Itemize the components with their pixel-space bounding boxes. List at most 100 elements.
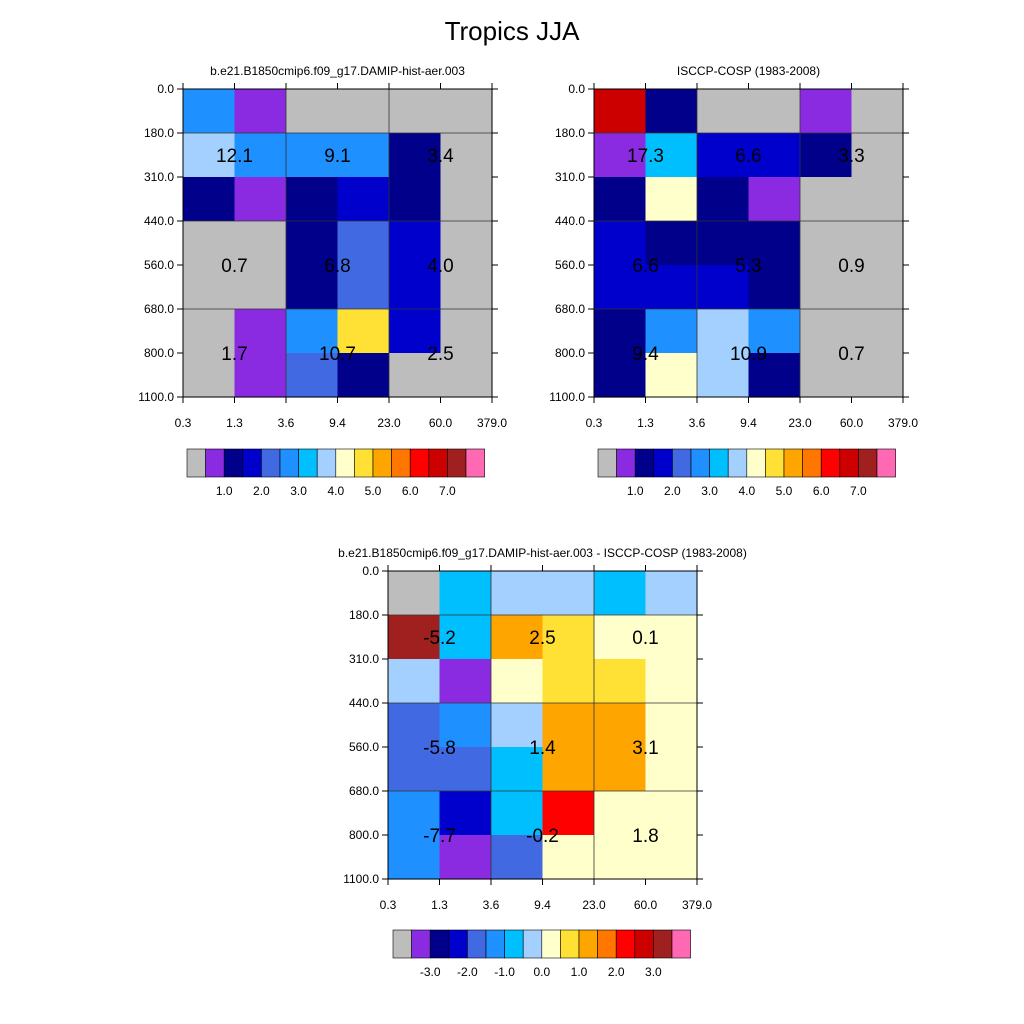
- heatmap-cell: [389, 89, 442, 134]
- box-value-label: 17.3: [627, 146, 664, 167]
- heatmap-cell: [491, 791, 544, 836]
- heatmap-cell: [697, 177, 750, 222]
- heatmap-cell: [594, 353, 647, 398]
- heatmap-cell: [286, 309, 339, 354]
- colorbar-label: 3.0: [645, 965, 662, 979]
- colorbar-label: 5.0: [365, 484, 382, 498]
- colorbar-swatch: [205, 448, 225, 478]
- colorbar-swatch: [242, 448, 262, 478]
- heatmap-cell: [234, 309, 287, 354]
- box-value-label: 2.5: [427, 344, 453, 365]
- colorbar-swatch: [746, 448, 766, 478]
- y-tick-label: 310.0: [349, 652, 379, 666]
- colorbar-label: 5.0: [776, 484, 793, 498]
- heatmap-cell: [645, 659, 698, 704]
- panel-title: b.e21.B1850cmip6.f09_g17.DAMIP-hist-aer.…: [338, 546, 747, 560]
- colorbar-swatch: [616, 448, 636, 478]
- colorbar-swatch: [279, 448, 299, 478]
- y-tick-label: 800.0: [144, 346, 174, 360]
- box-value-label: 6.8: [324, 256, 350, 277]
- colorbar-label: 2.0: [253, 484, 270, 498]
- heatmap-cell: [337, 89, 390, 134]
- heatmap-cell: [440, 133, 493, 178]
- heatmap-cell: [440, 89, 493, 134]
- heatmap-cell: [286, 353, 339, 398]
- y-tick-label: 0.0: [157, 82, 174, 96]
- colorbar-swatch: [765, 448, 785, 478]
- colorbar-swatch: [409, 448, 430, 478]
- box-value-label: 5.3: [735, 256, 761, 277]
- heatmap-cell: [234, 177, 287, 222]
- colorbar-label: 3.0: [701, 484, 718, 498]
- heatmap-cell: [440, 309, 493, 354]
- x-tick-label: 60.0: [429, 416, 453, 430]
- box-value-label: -0.2: [526, 826, 559, 847]
- x-tick-label: 9.4: [329, 416, 346, 430]
- heatmap-cell: [851, 133, 904, 178]
- colorbar-swatch: [186, 448, 206, 478]
- heatmap-cell: [183, 309, 236, 354]
- box-value-label: 0.7: [838, 344, 864, 365]
- colorbar-label: -1.0: [494, 965, 515, 979]
- heatmap-cell: [594, 747, 647, 792]
- heatmap-cell: [389, 309, 442, 354]
- colorbar-swatch: [560, 929, 580, 959]
- heatmap-cell: [337, 265, 390, 310]
- colorbar-swatch: [298, 448, 318, 478]
- heatmap-cell: [388, 571, 441, 616]
- colorbar-swatch: [783, 448, 803, 478]
- colorbar-swatch: [429, 929, 450, 959]
- colorbar-swatch: [653, 448, 673, 478]
- colorbar-label: 0.0: [533, 965, 550, 979]
- colorbar-swatch: [504, 929, 524, 959]
- box-value-label: 3.1: [632, 738, 658, 759]
- heatmap-cell: [440, 221, 493, 266]
- box-value-label: -5.2: [423, 628, 456, 649]
- heatmap-cell: [594, 265, 647, 310]
- y-tick-label: 800.0: [349, 828, 379, 842]
- heatmap-cell: [697, 265, 750, 310]
- colorbar-label: 6.0: [813, 484, 830, 498]
- heatmap-cell: [851, 177, 904, 222]
- colorbar-swatch: [802, 448, 822, 478]
- heatmap-cell: [594, 571, 647, 616]
- colorbar-swatch: [448, 929, 468, 959]
- colorbar-swatch: [372, 448, 392, 478]
- x-tick-label: 3.6: [278, 416, 295, 430]
- box-value-label: 3.4: [427, 146, 454, 167]
- box-value-label: 9.1: [324, 146, 350, 167]
- box-value-label: -7.7: [423, 826, 456, 847]
- heatmap-cell: [388, 747, 441, 792]
- y-tick-label: 680.0: [144, 302, 174, 316]
- heatmap-cell: [389, 133, 442, 178]
- heatmap-cell: [800, 265, 853, 310]
- heatmap-cell: [645, 265, 698, 310]
- x-tick-label: 1.3: [431, 898, 448, 912]
- box-value-label: 2.5: [529, 628, 555, 649]
- box-value-label: -5.8: [423, 738, 456, 759]
- heatmap-cell: [645, 177, 698, 222]
- colorbar-swatch: [597, 929, 617, 959]
- heatmap-cell: [439, 791, 492, 836]
- y-tick-label: 680.0: [349, 784, 379, 798]
- heatmap-cell: [440, 265, 493, 310]
- heatmap-cell: [645, 353, 698, 398]
- heatmap-cell: [594, 835, 647, 880]
- x-tick-label: 379.0: [888, 416, 918, 430]
- heatmap-cell: [440, 177, 493, 222]
- x-tick-label: 23.0: [582, 898, 606, 912]
- x-tick-label: 379.0: [682, 898, 712, 912]
- heatmap-cell: [234, 221, 287, 266]
- heatmap-cell: [337, 177, 390, 222]
- heatmap-cell: [645, 309, 698, 354]
- y-tick-label: 560.0: [555, 258, 585, 272]
- heatmap-cell: [697, 309, 750, 354]
- heatmap-cell: [183, 177, 236, 222]
- x-tick-label: 23.0: [788, 416, 812, 430]
- heatmap-cell: [389, 221, 442, 266]
- y-tick-label: 680.0: [555, 302, 585, 316]
- y-tick-label: 1100.0: [343, 872, 379, 886]
- heatmap-cell: [645, 835, 698, 880]
- heatmap-cell: [800, 309, 853, 354]
- heatmap-cell: [697, 221, 750, 266]
